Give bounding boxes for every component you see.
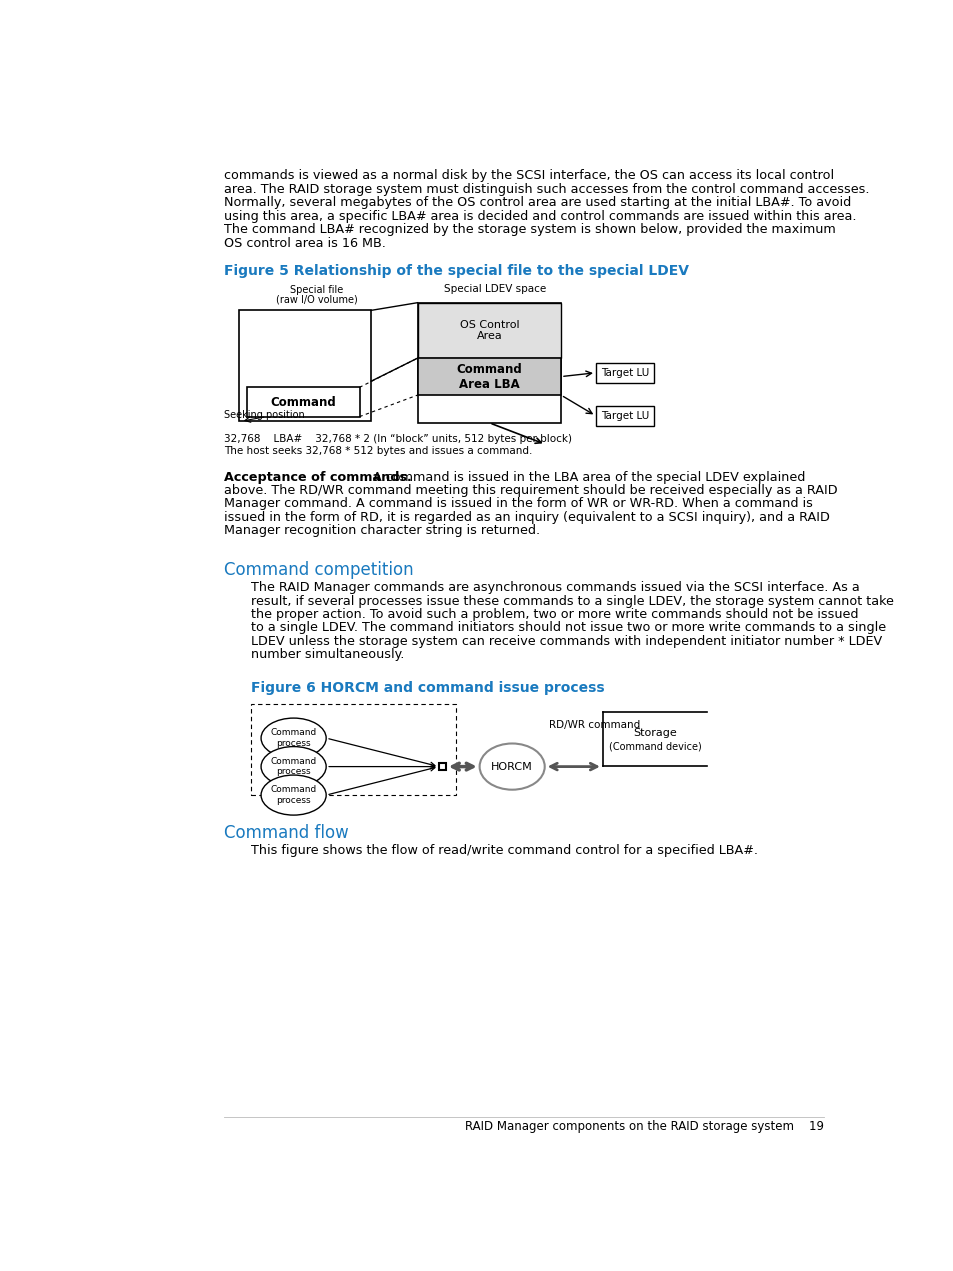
Text: The RAID Manager commands are asynchronous commands issued via the SCSI interfac: The RAID Manager commands are asynchrono… bbox=[251, 581, 859, 594]
Text: area. The RAID storage system must distinguish such accesses from the control co: area. The RAID storage system must disti… bbox=[224, 183, 868, 196]
Text: RAID Manager components on the RAID storage system    19: RAID Manager components on the RAID stor… bbox=[464, 1120, 822, 1132]
Text: Manager command. A command is issued in the form of WR or WR-RD. When a command : Manager command. A command is issued in … bbox=[224, 497, 812, 511]
Text: Target LU: Target LU bbox=[600, 367, 648, 377]
Ellipse shape bbox=[261, 775, 326, 815]
Text: OS Control
Area: OS Control Area bbox=[459, 319, 518, 341]
Ellipse shape bbox=[479, 744, 544, 789]
Text: (raw I/O volume): (raw I/O volume) bbox=[275, 294, 357, 304]
Text: Figure 5 Relationship of the special file to the special LDEV: Figure 5 Relationship of the special fil… bbox=[224, 264, 688, 278]
Text: Special LDEV space: Special LDEV space bbox=[443, 285, 546, 294]
Text: above. The RD/WR command meeting this requirement should be received especially : above. The RD/WR command meeting this re… bbox=[224, 484, 837, 497]
Text: Command competition: Command competition bbox=[224, 561, 413, 580]
Text: Target LU: Target LU bbox=[600, 411, 648, 421]
Text: The command LBA# recognized by the storage system is shown below, provided the m: The command LBA# recognized by the stora… bbox=[224, 224, 835, 236]
Bar bbox=[247, 388, 359, 417]
Text: Figure 6 HORCM and command issue process: Figure 6 HORCM and command issue process bbox=[251, 681, 604, 695]
Text: Storage: Storage bbox=[633, 728, 677, 737]
Text: A command is issued in the LBA area of the special LDEV explained: A command is issued in the LBA area of t… bbox=[369, 470, 805, 483]
Text: Command: Command bbox=[270, 395, 335, 408]
Text: to a single LDEV. The command initiators should not issue two or more write comm: to a single LDEV. The command initiators… bbox=[251, 622, 885, 634]
Ellipse shape bbox=[261, 718, 326, 758]
Text: number simultaneously.: number simultaneously. bbox=[251, 648, 404, 661]
Text: The host seeks 32,768 * 512 bytes and issues a command.: The host seeks 32,768 * 512 bytes and is… bbox=[224, 446, 532, 456]
Text: LDEV unless the storage system can receive commands with independent initiator n: LDEV unless the storage system can recei… bbox=[251, 636, 882, 648]
Text: OS control area is 16 MB.: OS control area is 16 MB. bbox=[224, 236, 385, 250]
Text: using this area, a specific LBA# area is decided and control commands are issued: using this area, a specific LBA# area is… bbox=[224, 210, 856, 222]
Text: result, if several processes issue these commands to a single LDEV, the storage : result, if several processes issue these… bbox=[251, 595, 893, 608]
Text: This figure shows the flow of read/write command control for a specified LBA#.: This figure shows the flow of read/write… bbox=[251, 844, 758, 857]
Text: the proper action. To avoid such a problem, two or more write commands should no: the proper action. To avoid such a probl… bbox=[251, 608, 858, 622]
Text: Acceptance of commands.: Acceptance of commands. bbox=[224, 470, 411, 483]
Text: Command
Area LBA: Command Area LBA bbox=[456, 362, 521, 390]
Text: Command
process: Command process bbox=[271, 728, 316, 747]
Bar bbox=[239, 310, 371, 421]
Text: Manager recognition character string is returned.: Manager recognition character string is … bbox=[224, 525, 539, 538]
Bar bbox=[438, 763, 445, 770]
Text: Normally, several megabytes of the OS control area are used starting at the init: Normally, several megabytes of the OS co… bbox=[224, 197, 850, 210]
Text: Special file: Special file bbox=[290, 285, 343, 295]
Text: (Command device): (Command device) bbox=[608, 741, 700, 751]
Text: commands is viewed as a normal disk by the SCSI interface, the OS can access its: commands is viewed as a normal disk by t… bbox=[224, 169, 833, 183]
Ellipse shape bbox=[261, 746, 326, 787]
Text: RD/WR command: RD/WR command bbox=[548, 719, 639, 730]
Bar bbox=[251, 704, 456, 796]
Bar bbox=[417, 358, 560, 395]
Text: issued in the form of RD, it is regarded as an inquiry (equivalent to a SCSI inq: issued in the form of RD, it is regarded… bbox=[224, 511, 829, 524]
Text: HORCM: HORCM bbox=[491, 761, 533, 771]
Text: Command flow: Command flow bbox=[224, 824, 348, 841]
Bar bbox=[596, 362, 654, 383]
Text: 32,768    LBA#    32,768 * 2 (In “block” units, 512 bytes per block): 32,768 LBA# 32,768 * 2 (In “block” units… bbox=[224, 433, 571, 444]
Text: Command
process: Command process bbox=[271, 758, 316, 777]
Bar bbox=[417, 302, 560, 358]
Bar bbox=[596, 405, 654, 426]
Bar bbox=[417, 302, 560, 423]
Text: Command
process: Command process bbox=[271, 785, 316, 805]
Text: Seeking position: Seeking position bbox=[224, 411, 304, 421]
